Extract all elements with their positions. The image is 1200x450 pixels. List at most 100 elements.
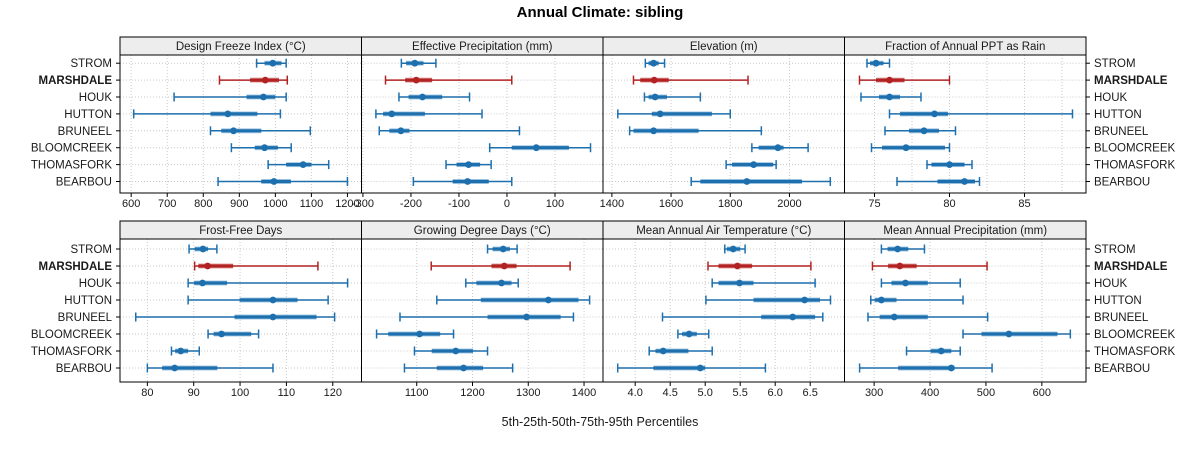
axis-tick-label: 1600 [659, 198, 683, 210]
site-label-right: BEARBOU [1094, 363, 1150, 375]
axis-tick-label: 600 [122, 198, 140, 210]
median-dot [685, 330, 693, 338]
median-dot [651, 93, 659, 101]
site-label-left: MARSHDALE [39, 261, 113, 273]
axis-tick-label: 500 [977, 387, 995, 399]
site-label-right: HUTTON [1094, 295, 1142, 307]
axis-tick-label: 85 [1018, 198, 1030, 210]
median-dot [397, 127, 405, 135]
axis-tick-label: 1000 [263, 198, 287, 210]
median-dot [920, 127, 928, 135]
median-dot [416, 330, 423, 338]
median-dot [729, 245, 737, 253]
axis-tick-label: 80 [943, 198, 955, 210]
site-label-left: BLOOMCREEK [31, 143, 112, 155]
site-label-right: BRUNEEL [1094, 312, 1149, 324]
axis-tick-label: 1300 [516, 387, 540, 399]
site-label-left: BLOOMCREEK [31, 329, 112, 341]
axis-tick-label: 400 [921, 387, 939, 399]
panel-background [844, 55, 1086, 193]
panel-title: Design Freeze Index (°C) [176, 41, 306, 53]
median-dot [902, 279, 909, 287]
panel-background [844, 239, 1086, 382]
median-dot [498, 279, 505, 287]
axis-tick-label: 2000 [777, 198, 801, 210]
median-dot [499, 245, 507, 253]
axis-tick-label: 800 [194, 198, 212, 210]
axis-tick-label: 80 [141, 387, 153, 399]
median-dot [299, 161, 307, 169]
site-label-right: HOUK [1094, 278, 1128, 290]
panel-header [844, 36, 1087, 56]
axis-tick-label: 6.0 [768, 387, 783, 399]
median-dot [801, 296, 808, 304]
median-dot [894, 245, 902, 253]
axis-tick-label: 300 [865, 387, 883, 399]
median-dot [656, 110, 664, 118]
axis-tick-label: 6.5 [803, 387, 818, 399]
axis-tick-label: 1100 [405, 387, 429, 399]
site-label-left: THOMASFORK [31, 346, 112, 358]
median-dot [890, 313, 898, 321]
median-dot [224, 110, 232, 118]
site-label-left: THOMASFORK [31, 160, 112, 172]
site-label-left: STROM [70, 244, 112, 256]
median-dot [947, 364, 955, 372]
axis-tick-label: 700 [158, 198, 176, 210]
site-label-left: BEARBOU [56, 363, 112, 375]
axis-tick-label: 1100 [300, 198, 324, 210]
panel-title: Frost-Free Days [199, 225, 282, 237]
site-label-right: BLOOMCREEK [1094, 329, 1175, 341]
panel-background [120, 55, 362, 193]
median-dot [1005, 330, 1013, 338]
panel-background [120, 239, 362, 382]
median-dot [199, 279, 206, 287]
axis-tick-label: 90 [188, 387, 200, 399]
site-label-left: BRUNEEL [58, 312, 113, 324]
median-dot [171, 364, 179, 372]
median-dot [734, 262, 741, 270]
median-dot [750, 161, 758, 169]
axis-tick-label: 100 [231, 387, 249, 399]
site-label-right: STROM [1094, 244, 1136, 256]
axis-tick-label: 600 [1033, 387, 1051, 399]
site-label-right: MARSHDALE [1094, 261, 1168, 273]
median-dot [961, 178, 968, 185]
median-dot [789, 313, 797, 321]
median-dot [464, 178, 472, 185]
median-dot [452, 347, 460, 355]
median-dot [736, 279, 743, 287]
site-label-right: BEARBOU [1094, 177, 1150, 189]
site-label-right: BRUNEEL [1094, 126, 1149, 138]
percentiles-caption: 5th-25th-50th-75th-95th Percentiles [501, 415, 699, 429]
axis-tick-label: 4.0 [628, 387, 643, 399]
median-dot [886, 76, 893, 84]
median-dot [419, 93, 426, 101]
axis-tick-label: -200 [400, 198, 422, 210]
panel-background [603, 55, 845, 193]
site-label-left: BRUNEEL [58, 126, 113, 138]
site-label-right: THOMASFORK [1094, 160, 1175, 172]
axis-tick-label: 900 [230, 198, 248, 210]
median-dot [230, 127, 237, 135]
axis-tick-label: 1200 [335, 198, 359, 210]
panel-title: Mean Annual Air Temperature (°C) [636, 225, 811, 237]
site-label-right: BLOOMCREEK [1094, 143, 1175, 155]
axis-tick-label: -300 [352, 198, 374, 210]
median-dot [412, 76, 420, 84]
site-label-left: HOUK [79, 92, 113, 104]
median-dot [270, 178, 278, 185]
median-dot [261, 144, 268, 152]
site-label-left: MARSHDALE [39, 75, 113, 87]
axis-tick-label: 1400 [600, 198, 624, 210]
panel-title: Effective Precipitation (mm) [412, 41, 553, 53]
site-label-left: HOUK [79, 278, 113, 290]
median-dot [269, 59, 277, 67]
median-dot [523, 313, 530, 321]
page-title: Annual Climate: sibling [516, 4, 684, 21]
axis-tick-label: 110 [278, 387, 296, 399]
panel-title: Growing Degree Days (°C) [414, 225, 551, 237]
axis-tick-label: 120 [324, 387, 342, 399]
panel-title: Mean Annual Precipitation (mm) [883, 225, 1047, 237]
axis-tick-label: 1200 [460, 387, 484, 399]
